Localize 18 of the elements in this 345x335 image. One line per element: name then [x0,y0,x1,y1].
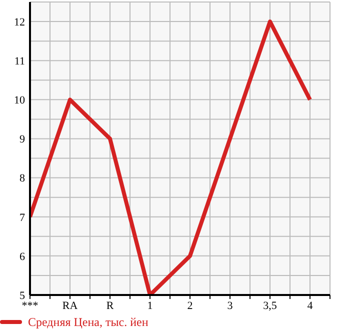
y-tick-label: 7 [20,212,26,224]
y-tick-label: 5 [20,290,26,302]
x-tick-label: RA [62,300,78,312]
legend-label: Средняя Цена, тыс. йен [28,315,148,329]
x-tick-label: 4 [307,300,314,312]
x-tick-label: R [106,300,114,312]
x-tick-label: 1 [147,300,153,312]
x-tick-label: 2 [187,300,193,312]
y-tick-label: 10 [14,94,26,107]
y-tick-label: 8 [20,172,26,185]
y-tick-label: 11 [14,56,25,68]
y-tick-label: 12 [14,16,25,28]
x-tick-label: *** [22,300,38,312]
x-tick-label: 3 [227,300,234,312]
y-tick-label: 6 [20,250,26,263]
x-tick-label: 3,5 [263,300,278,312]
line-series [30,20,312,295]
y-tick-label: 9 [20,134,26,146]
